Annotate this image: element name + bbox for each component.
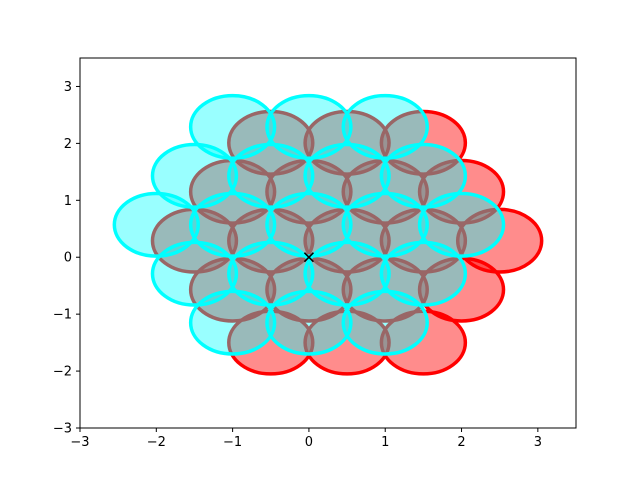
x-tick-label: −3 bbox=[70, 435, 89, 450]
circle-series-1-5 bbox=[303, 240, 391, 307]
origin-marker bbox=[303, 252, 314, 263]
y-axis: −3 −2 −1 0 1 2 3 bbox=[53, 80, 80, 437]
circle-series-1-6 bbox=[379, 240, 468, 307]
circle-series-1-11 bbox=[417, 191, 506, 258]
x-tick-label: 3 bbox=[534, 435, 542, 450]
marker-layer bbox=[303, 252, 314, 263]
x-tick-label: 2 bbox=[457, 435, 465, 450]
circles-layer bbox=[112, 93, 544, 376]
y-tick-label: 1 bbox=[64, 194, 72, 209]
plot-area-frame bbox=[79, 57, 577, 429]
x-tick-label: 1 bbox=[381, 435, 389, 450]
circle-series-1-2 bbox=[341, 289, 429, 356]
circle-series-1-17 bbox=[265, 93, 353, 160]
circle-series-1-9 bbox=[265, 191, 353, 258]
x-tick-label: 0 bbox=[305, 435, 313, 450]
y-tick-label: 3 bbox=[64, 80, 72, 95]
y-tick-label: −2 bbox=[53, 365, 72, 380]
x-axis: −3 −2 −1 0 1 2 3 bbox=[70, 428, 542, 450]
y-tick-label: 2 bbox=[64, 137, 72, 152]
x-tick-label: −2 bbox=[147, 435, 166, 450]
circle-series-1-18 bbox=[341, 93, 429, 160]
circle-series-1-0 bbox=[188, 289, 277, 356]
circle-series-1-14 bbox=[303, 142, 391, 209]
circle-series-1-7 bbox=[112, 191, 201, 258]
circle-series-1-15 bbox=[379, 142, 468, 209]
circle-series-1-8 bbox=[188, 191, 277, 258]
x-tick-label: −1 bbox=[223, 435, 242, 450]
circle-series-1-16 bbox=[188, 93, 277, 160]
y-tick-label: −3 bbox=[53, 422, 72, 437]
circle-series-1-1 bbox=[265, 289, 353, 356]
circle-series-1-3 bbox=[150, 240, 239, 307]
circle-series-1-12 bbox=[150, 142, 239, 209]
circle-series-1-13 bbox=[227, 142, 315, 209]
circle-series-1-10 bbox=[341, 191, 429, 258]
y-tick-label: 0 bbox=[64, 251, 72, 266]
y-tick-label: −1 bbox=[53, 308, 72, 323]
circle-series-1-4 bbox=[227, 240, 315, 307]
